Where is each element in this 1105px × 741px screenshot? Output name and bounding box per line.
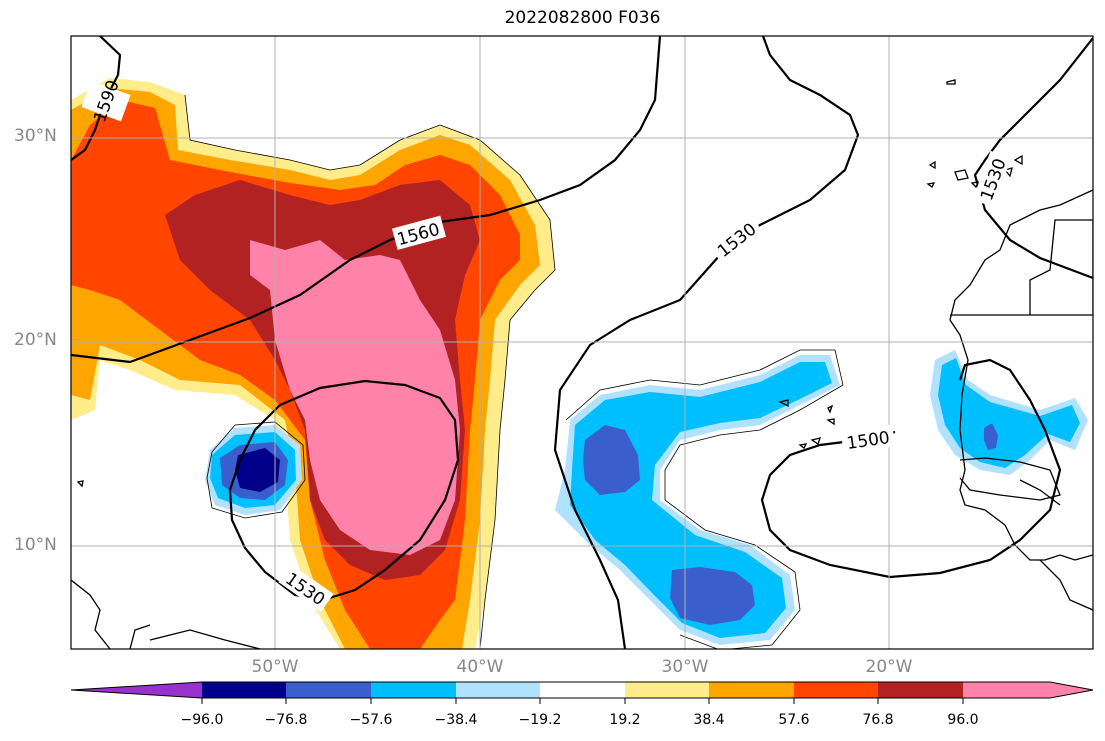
positive-anomaly-region [71,78,555,649]
colorbar-tick-label: 76.8 [862,712,894,728]
negative-anomaly-central [555,355,840,645]
colorbar-segment-8 [794,682,878,698]
colorbar-segment-10 [963,682,1093,698]
gridlines [71,36,1093,649]
map-title: 2022082800 F036 [504,8,661,28]
colorbar-tick-label: 57.6 [778,712,810,728]
colorbar-tick-label: 38.4 [693,712,725,728]
colorbar-segment-7 [709,682,794,698]
colorbar-segment-6 [625,682,709,698]
lat-label-20n: 20°N [14,330,57,350]
lon-label-30w: 30°W [661,657,709,677]
colorbar-tick-label: −19.2 [518,712,562,728]
coastlines [71,79,1093,649]
colorbar-tick-label: 96.0 [947,712,979,728]
negative-anomaly-africa [930,350,1088,475]
colorbar-tick-label: −57.6 [349,712,393,728]
colorbar-segment-2 [286,682,371,698]
colorbar-segment-1 [202,682,286,698]
colorbar-tick-label: −96.0 [180,712,224,728]
colorbar-tick-label: −38.4 [434,712,478,728]
lon-label-20w: 20°W [865,657,913,677]
colorbar [70,681,1094,704]
colorbar-segment-4 [456,682,540,698]
colorbar-segment-9 [878,682,963,698]
lon-label-40w: 40°W [456,657,504,677]
map-frame [70,35,1094,650]
colorbar-outline [70,681,1094,699]
colorbar-tick-label: 19.2 [609,712,641,728]
colorbar-segment-5 [540,682,625,698]
colorbar-segment-0 [71,682,202,698]
colorbar-tick-label: −76.8 [264,712,308,728]
lat-label-10n: 10°N [14,535,57,555]
map-plot: 1590 1560 1530 1530 1530 1500 [70,35,1094,650]
anomaly-outlines [184,94,844,649]
lon-label-50w: 50°W [251,657,299,677]
lat-label-30n: 30°N [14,126,57,146]
colorbar-segment-3 [371,682,456,698]
